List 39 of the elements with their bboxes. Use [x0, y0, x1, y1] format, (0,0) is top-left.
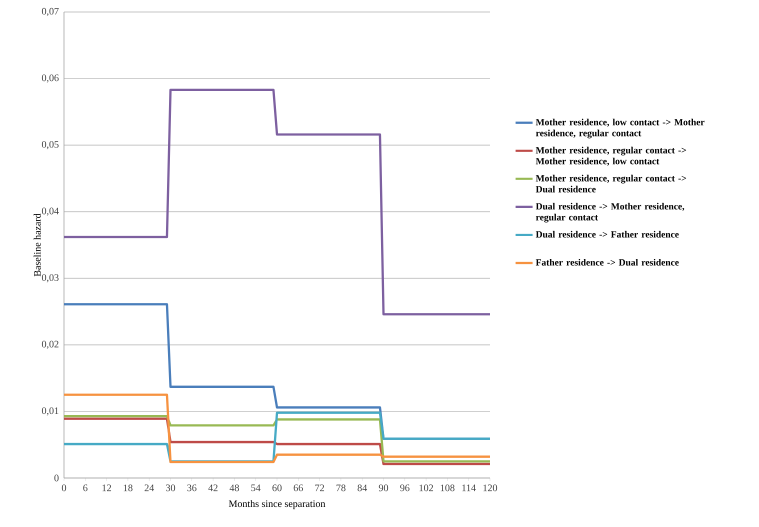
- y-tick-label: 0,06: [42, 74, 59, 83]
- x-tick-label: 102: [420, 484, 434, 492]
- y-tick-label: 0,04: [42, 208, 59, 216]
- y-tick-label: 0: [54, 474, 59, 482]
- line-series: [64, 88, 490, 316]
- y-tick-label: 0,01: [42, 407, 58, 416]
- x-tick-label: 18: [124, 484, 133, 492]
- x-tick-label: 66: [294, 484, 303, 492]
- y-axis-title: Baseline hazard: [34, 213, 41, 276]
- x-tick-label: 90: [378, 484, 388, 492]
- x-tick-label: 0: [62, 484, 66, 492]
- legend-label: Dual residence -> Father residence: [536, 230, 679, 238]
- x-tick-label: 36: [187, 484, 196, 492]
- y-tick-label: 0,07: [42, 8, 59, 16]
- y-tick-label: 0,05: [42, 141, 59, 150]
- x-axis-title: Months since separation: [228, 500, 326, 510]
- x-tick-label: 96: [400, 484, 410, 492]
- x-tick-label: 120: [483, 484, 498, 492]
- legend-label: Mother residence, low contact -> Mother residence, regular contact: [536, 118, 704, 138]
- legend-label: Mother residence, regular contact -> Dual residence: [536, 174, 686, 192]
- x-tick-label: 24: [144, 484, 154, 492]
- y-tick-label: 0,03: [42, 274, 59, 282]
- legend-label: Father residence -> Dual residence: [536, 258, 679, 266]
- x-tick-label: 114: [462, 484, 476, 492]
- x-tick-label: 60: [272, 484, 282, 492]
- x-tick-label: 78: [336, 484, 346, 492]
- legend-label: Dual residence -> Mother residence, regular contact: [536, 202, 684, 222]
- x-tick-label: 84: [358, 484, 368, 492]
- x-tick-label: 72: [315, 484, 324, 492]
- x-tick-label: 12: [102, 484, 112, 492]
- x-tick-label: 30: [166, 484, 176, 492]
- line-series: [64, 394, 490, 464]
- x-tick-label: 108: [440, 484, 455, 492]
- x-tick-label: 54: [251, 484, 261, 492]
- x-tick-label: 42: [208, 484, 218, 492]
- x-tick-label: 6: [83, 484, 88, 492]
- y-tick-label: 0,02: [42, 340, 58, 349]
- legend-label: Mother residence, regular contact -> Mother residence, low contact: [536, 146, 686, 166]
- x-tick-label: 48: [230, 484, 240, 492]
